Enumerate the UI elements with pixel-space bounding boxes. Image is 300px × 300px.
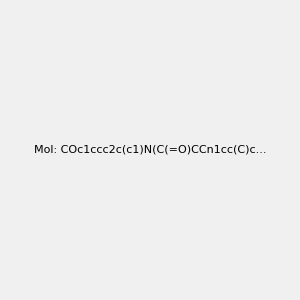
Text: Mol: COc1ccc2c(c1)N(C(=O)CCn1cc(C)c...: Mol: COc1ccc2c(c1)N(C(=O)CCn1cc(C)c... <box>34 145 266 155</box>
